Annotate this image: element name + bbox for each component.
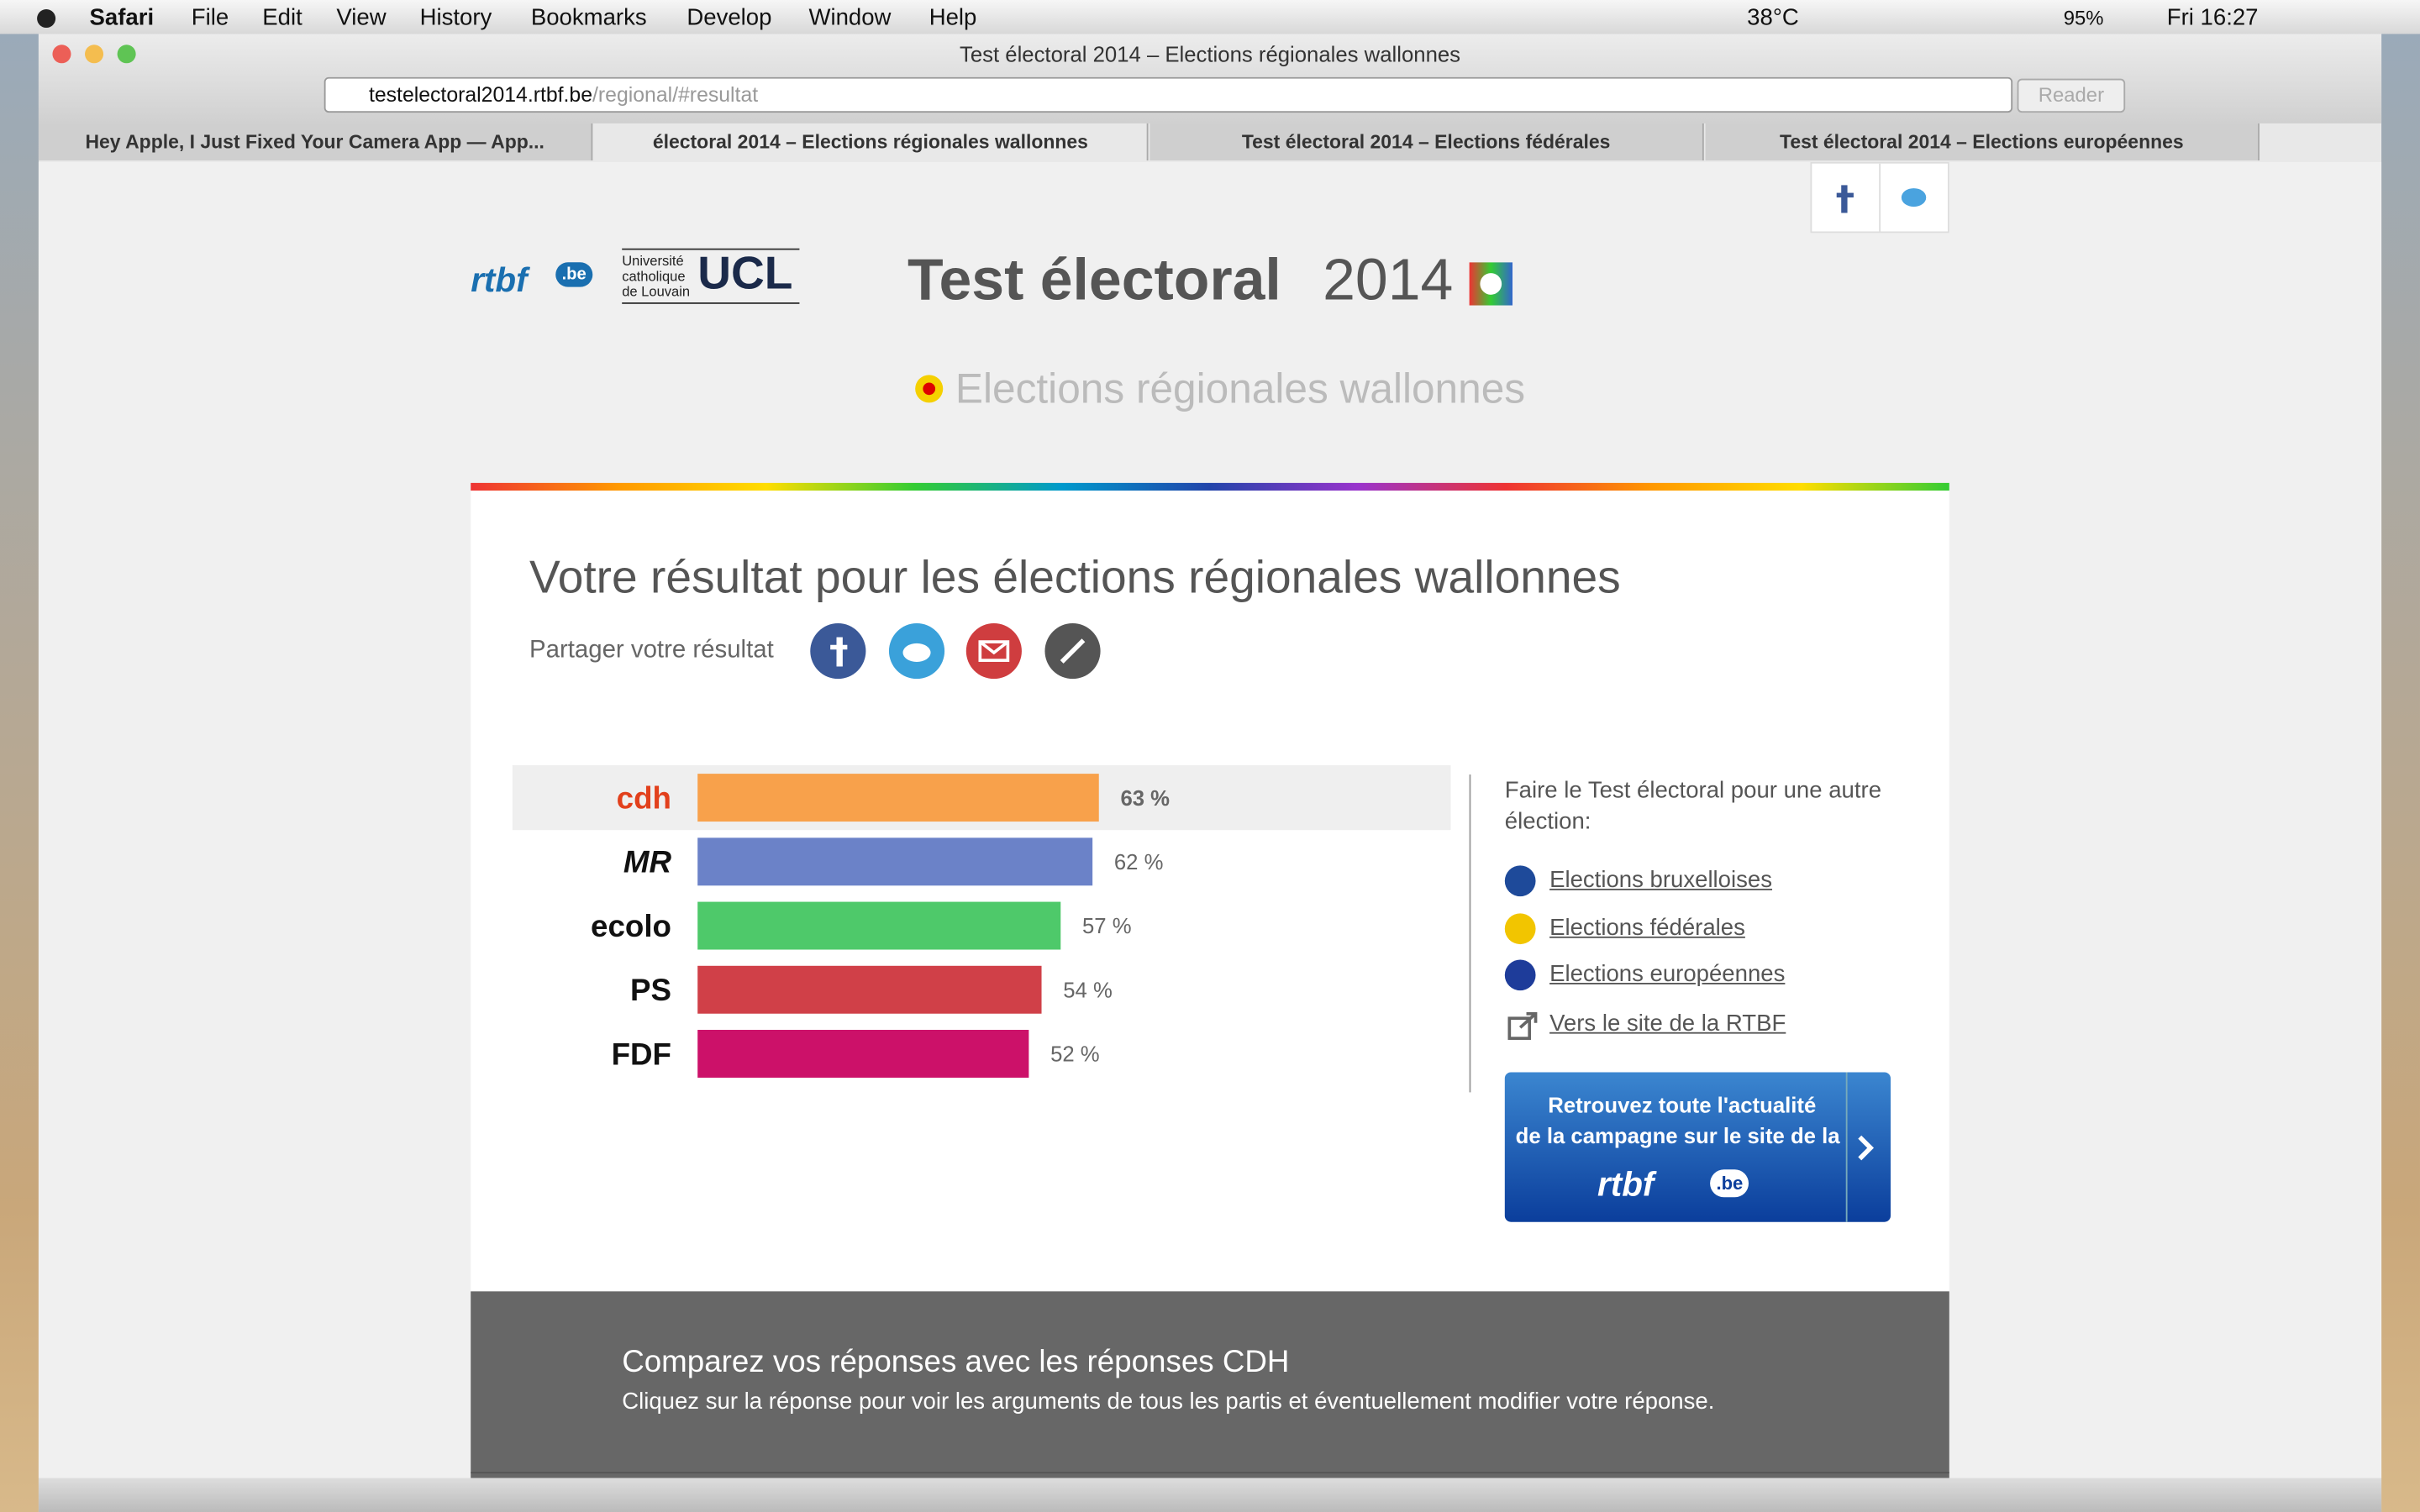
- app-name[interactable]: Safari: [89, 4, 155, 31]
- menu-item[interactable]: Bookmarks: [530, 4, 647, 31]
- election-link[interactable]: Elections bruxelloises: [1549, 867, 1773, 894]
- browser-window: Test électoral 2014 – Elections régional…: [38, 34, 2382, 1512]
- ucl-name-line: de Louvain: [622, 283, 691, 300]
- value-label: 57 %: [1082, 915, 1132, 938]
- rtbf-logo: rtbf: [471, 260, 528, 300]
- value-label: 54 %: [1063, 979, 1113, 1002]
- window-title: Test électoral 2014 – Elections régional…: [959, 41, 1461, 66]
- apple-icon[interactable]: [34, 5, 58, 29]
- result-heading: Votre résultat pour les élections région…: [529, 552, 1621, 604]
- bar: [697, 1030, 1029, 1078]
- compare-title: Comparez vos réponses avec les réponses …: [622, 1345, 1290, 1380]
- web-page: rtbf .be Université catholique de Louvain …: [38, 161, 2382, 1478]
- rainbow-stripe: [471, 482, 1949, 491]
- window-buttons[interactable]: [48, 42, 150, 66]
- banner-line2: de la campagne sur le site de la: [1515, 1123, 1840, 1148]
- social-box: [1810, 161, 1949, 234]
- tab[interactable]: Test électoral 2014 – Elections fédérale…: [1150, 123, 1704, 161]
- url-path: /regional/#resultat: [592, 83, 759, 107]
- bar: [697, 774, 1099, 822]
- external-icon: [1507, 1011, 1538, 1040]
- sidebar-intro: Faire le Test électoral pour une autre é…: [1504, 777, 1882, 835]
- tab[interactable]: électoral 2014 – Elections régionales wa…: [594, 123, 1149, 161]
- party-logo: MR: [623, 845, 672, 879]
- page-title: Test électoral: [907, 248, 1281, 313]
- menu-item[interactable]: File: [191, 4, 229, 31]
- region-flag: [1504, 959, 1536, 991]
- bar: [697, 837, 1093, 886]
- party-logo: cdh: [617, 780, 671, 815]
- ucl-logo: Université catholique de Louvain: [622, 248, 800, 304]
- reader-button[interactable]: Reader: [2017, 78, 2126, 113]
- compare-text: Cliquez sur la réponse pour voir les arg…: [622, 1389, 1715, 1415]
- banner-divider: [1845, 1072, 1848, 1222]
- menu-item[interactable]: Edit: [262, 4, 302, 31]
- ucl-name-line: Université: [622, 253, 684, 269]
- party-logo: FDF: [612, 1037, 671, 1071]
- page-year: 2014: [1323, 248, 1454, 313]
- wallonia-flag: [915, 375, 944, 403]
- temperature[interactable]: 38°C: [1747, 4, 1799, 31]
- region-flag: [1504, 865, 1536, 897]
- url-host: testelectoral2014.rtbf.be: [368, 83, 593, 107]
- share-buttons[interactable]: [808, 623, 1116, 685]
- banner-line1: Retrouvez toute l'actualité: [1548, 1092, 1817, 1117]
- page-subtitle: Elections régionales wallonnes: [955, 365, 1526, 412]
- menu-item[interactable]: History: [419, 4, 492, 31]
- banner-brand: rtbf: [1597, 1164, 1655, 1204]
- tab[interactable]: Hey Apple, I Just Fixed Your Camera App …: [38, 123, 593, 161]
- rtbf-link[interactable]: Vers le site de la RTBF: [1549, 1011, 1786, 1037]
- menu-item[interactable]: Develop: [687, 4, 772, 31]
- bar: [697, 901, 1061, 950]
- party-logo: ecolo: [591, 909, 671, 943]
- rtbf-suffix: .be: [555, 262, 593, 287]
- ucl-name-line: catholique: [622, 268, 686, 284]
- election-link[interactable]: Elections fédérales: [1549, 914, 1745, 941]
- bar: [697, 965, 1042, 1014]
- value-label: 62 %: [1114, 851, 1164, 874]
- divider: [1469, 774, 1471, 1093]
- separator: [471, 1472, 1949, 1474]
- battery[interactable]: 95%: [2063, 6, 2104, 29]
- share-label: Partager votre résultat: [529, 637, 774, 664]
- menu-item[interactable]: Help: [929, 4, 977, 31]
- value-label: 52 %: [1050, 1043, 1100, 1067]
- tab[interactable]: Test électoral 2014 – Elections européen…: [1705, 123, 2260, 161]
- menu-item[interactable]: Window: [808, 4, 892, 31]
- election-link[interactable]: Elections européennes: [1549, 961, 1786, 988]
- party-logo: PS: [630, 973, 671, 1007]
- rtbf-banner[interactable]: Retrouvez toute l'actualité de la campag…: [1504, 1072, 1891, 1222]
- rainbow-logo: [1469, 262, 1512, 306]
- menu-bar: Safari File Edit View History Bookmarks Devel…: [0, 0, 2420, 34]
- banner-suffix: .be: [1710, 1169, 1749, 1198]
- result-chart: 63 % cdh 62 % MR 57 % ecolo 54 % PS 52 % FDF: [512, 765, 1451, 1078]
- ucl-text: UCL: [697, 248, 793, 300]
- address-bar[interactable]: testelectoral2014.rtbf.be/regional/#resu…: [324, 76, 2013, 113]
- social-icons[interactable]: [1812, 163, 1948, 232]
- clock[interactable]: Fri 16:27: [2166, 4, 2259, 31]
- compare-section: Comparez vos réponses avec les réponses …: [471, 1291, 1949, 1478]
- region-flag: [1504, 912, 1536, 944]
- value-label: 63 %: [1120, 787, 1170, 811]
- banner-arrow: [1858, 1135, 1875, 1161]
- menu-item[interactable]: View: [336, 4, 387, 31]
- status-bar: [38, 1478, 2382, 1512]
- result-card: Votre résultat pour les élections région…: [471, 491, 1949, 1292]
